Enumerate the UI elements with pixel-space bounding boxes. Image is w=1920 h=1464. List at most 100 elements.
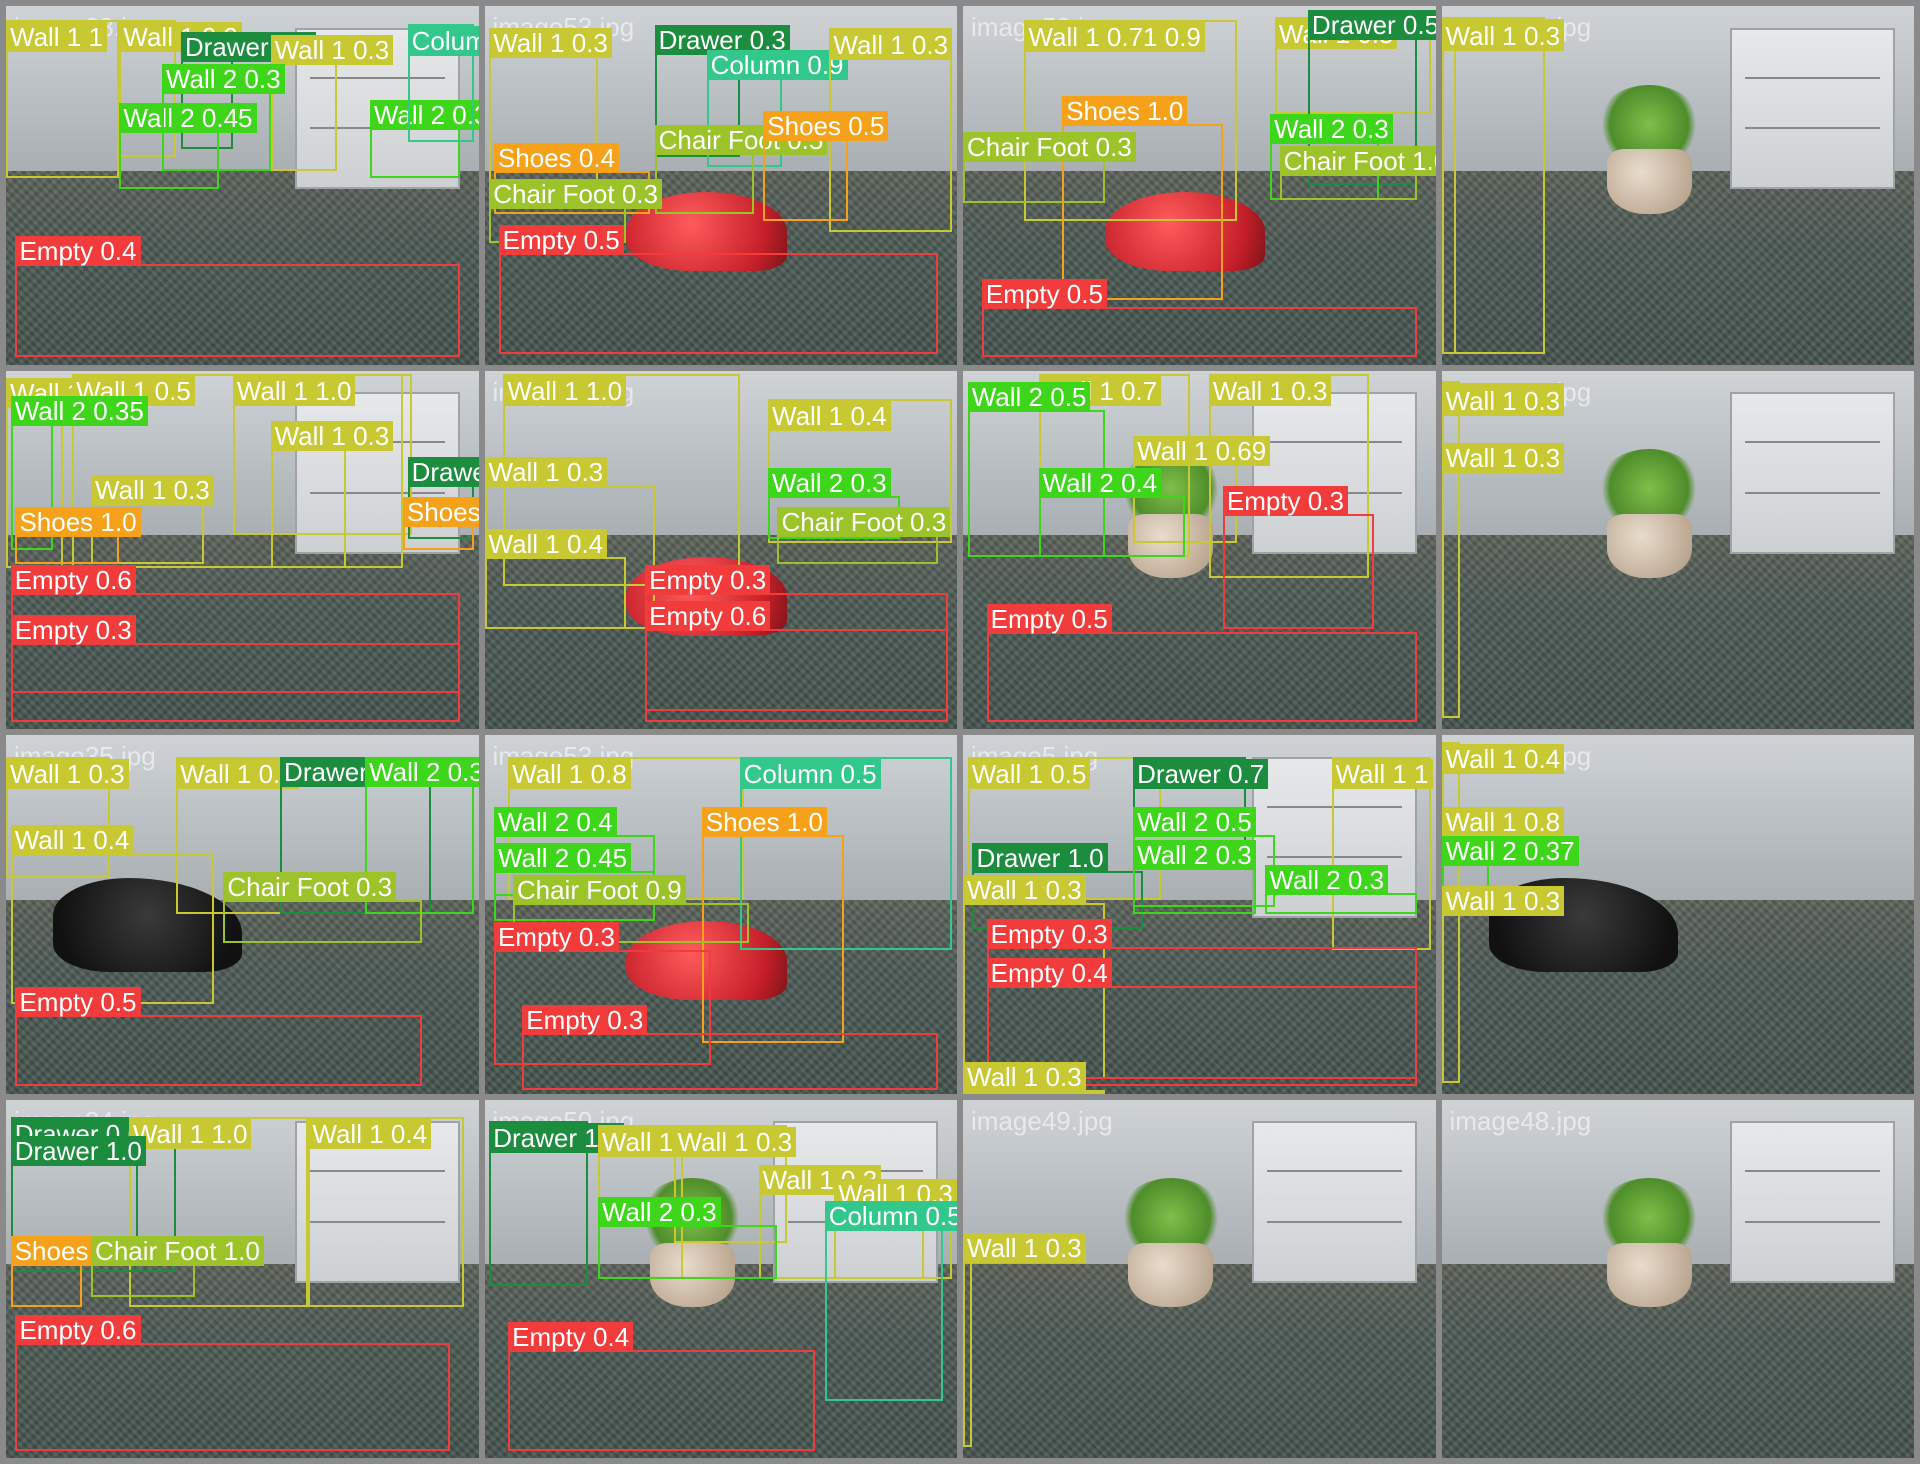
detection-box: Wall 2 0.45	[119, 103, 257, 189]
detection-box: Empty 0.3	[1222, 485, 1375, 629]
detection-label: Drawer 0.3	[654, 24, 790, 55]
detection-label: Wall 1 0.4	[1441, 744, 1565, 775]
detection-box: Wall 1 0.3	[963, 875, 1105, 1080]
detection-box: Empty 0.3	[10, 614, 460, 722]
plant-pot	[1128, 1242, 1214, 1308]
detection-box: Wall 1 0.3	[6, 756, 129, 879]
detection-label: Empty 0.5	[986, 604, 1112, 635]
filing-cabinet	[1730, 392, 1896, 554]
detection-box: Shoes 1.0	[15, 507, 141, 565]
detection-box: Wall 2 0.3	[597, 1196, 778, 1279]
detection-label: Empty 0.3	[986, 918, 1112, 949]
detection-box: Wall 1 0.3	[270, 35, 394, 171]
detection-box: Drawer 0.5	[1307, 10, 1436, 186]
detection-box: Wall 2 0.3	[768, 467, 901, 539]
detection-box: Shoes 0.5	[763, 110, 889, 222]
detection-box: Wall 1 0.3	[829, 27, 953, 232]
detection-label: Empty 0.4	[508, 1322, 634, 1353]
tile-scene-plant	[1441, 1099, 1914, 1458]
detection-label: Wall 2 0.3	[768, 467, 891, 498]
detection-box: Wall 1 0.4	[768, 399, 953, 543]
detection-label: Wall 1 0.3	[673, 1126, 797, 1157]
detection-box: Wall 1 0.4	[308, 1117, 465, 1308]
detection-label: Wall 1 0.3	[91, 475, 214, 506]
detection-label: Wall 1 0.3	[963, 1232, 1086, 1263]
detection-label: Wall 1 0.5	[967, 758, 1091, 789]
detection-box: Chair Foot 1.0	[91, 1236, 264, 1297]
detection-label: Wall 1 0.4	[10, 825, 134, 856]
detection-box: Wall 2 0.4	[493, 807, 655, 897]
image-tile: image5.jpg Wall 1 0.5 Drawer 0.7 Wall 1 1 Dr…	[963, 735, 1436, 1094]
detection-label: Empty 0.3	[645, 564, 771, 595]
detection-label: Wall 1 0.3	[1208, 376, 1332, 407]
detection-label: Shoes 1.0	[1062, 96, 1188, 127]
detection-label: Wall 1 0.4	[768, 401, 891, 432]
detection-label: Wall 2 0.37	[1441, 836, 1579, 867]
tile-scene-plant	[1441, 370, 1914, 729]
detection-box: Empty 0.5	[15, 986, 422, 1087]
detection-box: Shoes 1.0	[10, 1236, 136, 1308]
detection-box: Drawer 1.0	[972, 843, 1143, 929]
detection-box: Empty 0.4	[508, 1322, 816, 1451]
detection-label: Chair Foot 0.3	[223, 871, 397, 902]
detection-label: Chair Foot 1.0	[1279, 146, 1436, 177]
detection-box: Drawer 0.7	[1133, 756, 1269, 843]
detection-box: Wall 1 0.3	[1441, 442, 1565, 719]
detection-box: Wall 1 1	[1331, 756, 1433, 951]
detection-box: Empty 0.3	[493, 922, 712, 1065]
image-tile: image35.jpg Wall 1 0.3 Wall 1 0.8 Wall 1 0.…	[6, 735, 479, 1094]
detection-label: Column 0.9	[706, 49, 848, 80]
detection-box: Wall 1 0.3	[1208, 374, 1370, 579]
detection-box: Wall 2 0.35	[10, 396, 148, 550]
detection-box: Wall 2 0.4	[1038, 467, 1186, 557]
detection-label: Shoes 0.5	[763, 110, 889, 141]
detection-label: Empty 0.5	[15, 986, 141, 1017]
detection-label: Empty 0.3	[10, 614, 136, 645]
detection-box: Wall 1 1	[6, 20, 120, 179]
detection-label: Wall 1 0.8	[176, 758, 299, 789]
detection-box: Chair Foot 0.9	[512, 875, 750, 943]
detection-label: Empty 0.6	[15, 1315, 141, 1346]
plant-pot	[1128, 513, 1214, 579]
detection-box: Wall 1 0.3	[1441, 385, 1565, 719]
detection-box: Drawer 0.3	[654, 24, 790, 157]
detection-label: Wall 2 0.3	[365, 757, 479, 788]
detection-box: Drawer 1.0	[10, 1136, 146, 1272]
detection-box: Chair Foot 0.3	[777, 507, 951, 565]
detection-label: Wall 1 0.3	[6, 758, 129, 789]
detection-label: Empty 0.3	[493, 922, 619, 953]
detection-label: Wall 2 0.35	[10, 396, 148, 427]
detection-label: Wall 1 0.8	[1441, 807, 1565, 838]
detection-label: Wall 1 0.3	[963, 875, 1086, 906]
detection-box: Empty 0.3	[522, 1004, 939, 1090]
red-shoe	[626, 921, 787, 1001]
detection-box: Wall 1 0.3	[963, 1232, 1086, 1448]
detection-box: Empty 0.4	[15, 236, 460, 358]
detection-label: Chair Foot 0.3	[963, 132, 1136, 163]
detection-label: Chair Foot 0.3	[489, 178, 662, 209]
plant-pot	[1606, 1242, 1692, 1308]
detection-label: Drawer 1.0	[10, 1136, 146, 1167]
detection-label: Shoes 1.0	[701, 807, 827, 838]
detection-box: Shoes 1.0	[1062, 96, 1223, 300]
detection-label: Wall 1 0.3	[270, 35, 394, 66]
detection-box: Wall 1 1.0	[128, 1117, 309, 1308]
detection-box: Empty 0.6	[645, 600, 948, 722]
detection-label: Drawer 1.0	[972, 843, 1108, 874]
detection-box: Wall 2 0.3	[369, 99, 479, 179]
detection-box: Wall 1 0.3	[963, 1061, 1105, 1094]
detection-box: Wall 1 0.4	[484, 528, 627, 629]
detection-label: Empty 0.4	[15, 236, 141, 267]
detection-box: Empty 0.3	[645, 564, 948, 712]
tile-filename: image49.jpg	[971, 1105, 1113, 1136]
detection-label: Chair Foot 0.3	[777, 507, 951, 538]
filing-cabinet	[1730, 27, 1896, 190]
detection-label: Wall 1 1.0	[503, 376, 627, 407]
detection-box: Wall 1 1.0	[232, 374, 413, 536]
plant-pot	[1606, 149, 1692, 214]
detection-label: Wall 1 0.3	[1441, 385, 1565, 416]
filing-cabinet	[1730, 1121, 1896, 1283]
